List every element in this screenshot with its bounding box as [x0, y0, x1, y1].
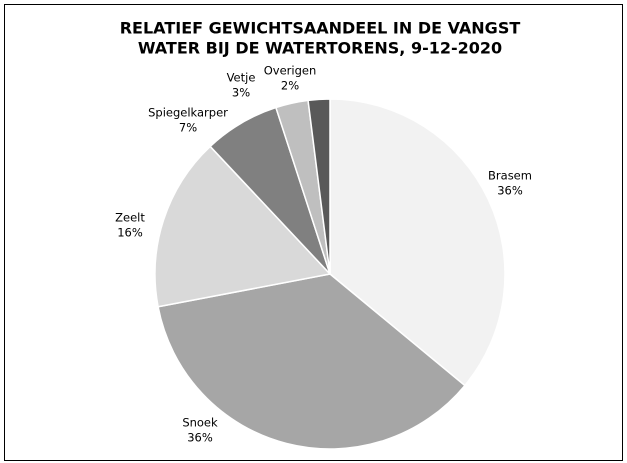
slice-value-label: 3% [232, 86, 250, 100]
pie-slice [307, 98, 331, 275]
chart-title: RELATIEF GEWICHTSAANDEEL IN DE VANGST [120, 19, 521, 38]
pie-slice [154, 145, 332, 308]
slice-label: Vetje [227, 71, 256, 85]
slice-label: Brasem [488, 169, 532, 183]
pie-slice [329, 98, 506, 387]
slice-value-label: 16% [117, 226, 143, 240]
slice-value-label: 36% [187, 431, 213, 445]
chart-title: WATER BIJ DE WATERTORENS, 9-12-2020 [138, 39, 502, 58]
slice-label: Snoek [182, 416, 218, 430]
slice-label: Spiegelkarper [148, 106, 228, 120]
slice-value-label: 2% [281, 79, 299, 93]
slice-label: Zeelt [115, 211, 145, 225]
pie-slice [157, 273, 466, 450]
slice-value-label: 7% [179, 121, 197, 135]
slice-label: Overigen [264, 64, 317, 78]
slice-value-label: 36% [497, 184, 523, 198]
